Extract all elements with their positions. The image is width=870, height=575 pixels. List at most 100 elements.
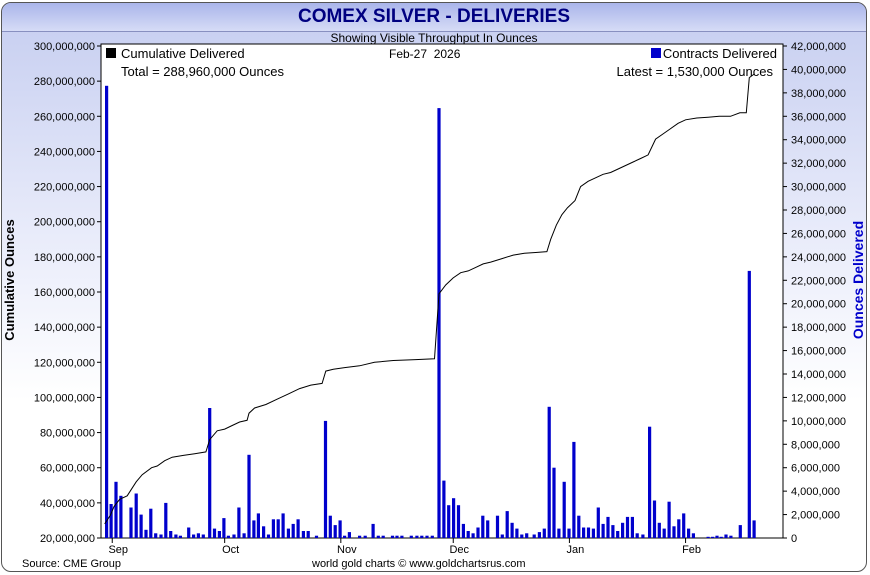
delivery-bar [347, 532, 351, 538]
delivery-bar [752, 520, 756, 538]
delivery-bar [129, 507, 133, 538]
left-tick-label: 240,000,000 [34, 146, 95, 158]
right-tick-label: 36,000,000 [791, 111, 846, 123]
delivery-bar [616, 531, 620, 538]
chart-date: Feb-27 2026 [389, 47, 461, 61]
delivery-bar [667, 501, 671, 538]
left-tick-label: 100,000,000 [34, 392, 95, 404]
delivery-bar [547, 406, 551, 538]
delivery-bar [242, 533, 246, 538]
y-axis-left-label: Cumulative Ounces [2, 219, 17, 340]
right-tick-label: 38,000,000 [791, 88, 846, 100]
left-axis: 20,000,000 40,000,000 60,000,000 80,000,000… [34, 41, 101, 545]
right-axis: 0 2,000,000 4,000,000 6,000,000 8,000,000 10,… [783, 41, 846, 545]
delivery-bar [582, 527, 586, 538]
delivery-bar [515, 528, 519, 538]
delivery-bar [505, 511, 509, 538]
delivery-bar [328, 515, 332, 538]
delivery-bar [486, 520, 490, 538]
left-tick-label: 20,000,000 [40, 533, 95, 545]
left-tick-label: 180,000,000 [34, 252, 95, 264]
delivery-bar [657, 522, 661, 538]
delivery-bar [381, 535, 385, 538]
delivery-bar [532, 534, 536, 538]
delivery-bars [105, 85, 756, 539]
right-tick-label: 18,000,000 [791, 322, 846, 334]
x-tick-label: Sep [108, 544, 128, 556]
delivery-bar [371, 523, 375, 538]
delivery-bar [738, 525, 742, 538]
chart-subtitle: Showing Visible Throughput In Ounces [330, 31, 538, 45]
delivery-bar [447, 505, 451, 538]
delivery-bar [187, 527, 191, 538]
delivery-bar [174, 534, 178, 538]
delivery-bar [452, 498, 456, 538]
left-tick-label: 80,000,000 [40, 428, 95, 440]
credit-note: world gold charts © www.goldchartsrus.co… [311, 558, 526, 570]
delivery-bar [119, 495, 123, 538]
delivery-bar [286, 528, 290, 538]
delivery-bar [495, 515, 500, 538]
delivery-bar [296, 519, 300, 538]
right-tick-label: 6,000,000 [791, 463, 840, 475]
delivery-bar [395, 535, 399, 538]
right-tick-label: 2,000,000 [791, 510, 840, 522]
delivery-bar [338, 520, 342, 538]
delivery-bar [687, 528, 691, 538]
delivery-bar [323, 420, 328, 538]
x-tick-label: Jan [567, 544, 585, 556]
delivery-bar [164, 502, 168, 538]
delivery-bar [333, 525, 337, 538]
left-tick-label: 40,000,000 [40, 498, 95, 510]
left-tick-label: 300,000,000 [34, 41, 95, 53]
delivery-bar [442, 480, 446, 538]
delivery-bar [625, 516, 630, 538]
legend-cumulative-label: Cumulative Delivered [121, 46, 245, 61]
delivery-bar [437, 108, 441, 538]
delivery-bar [306, 531, 310, 538]
delivery-bar [266, 534, 271, 538]
delivery-bar [196, 533, 200, 538]
legend-contracts-label: Contracts Delivered [663, 46, 777, 61]
left-tick-label: 120,000,000 [34, 357, 95, 369]
delivery-bar [226, 535, 230, 538]
delivery-bar [192, 534, 196, 538]
right-tick-label: 22,000,000 [791, 275, 846, 287]
legend-cumulative-total: Total = 288,960,000 Ounces [121, 64, 284, 79]
delivery-bar [109, 504, 113, 538]
delivery-bar [510, 522, 514, 538]
delivery-bar [208, 408, 212, 538]
source-note: Source: CME Group [22, 558, 121, 570]
right-tick-label: 40,000,000 [791, 64, 846, 76]
delivery-bar [662, 528, 666, 538]
delivery-bar [715, 535, 719, 538]
delivery-bar [557, 528, 561, 538]
delivery-bar [611, 525, 615, 538]
left-tick-label: 280,000,000 [34, 76, 95, 88]
delivery-bar [281, 513, 285, 538]
delivery-bar [400, 535, 404, 538]
delivery-bar [105, 85, 109, 539]
delivery-bar [301, 531, 305, 538]
delivery-bar [390, 535, 395, 538]
delivery-bar [562, 481, 566, 538]
x-tick-label: Oct [222, 544, 239, 556]
delivery-bar [691, 533, 695, 538]
right-tick-label: 10,000,000 [791, 416, 846, 428]
delivery-bar [247, 454, 251, 538]
right-tick-label: 32,000,000 [791, 158, 846, 170]
right-tick-label: 28,000,000 [791, 205, 846, 217]
delivery-bar [476, 527, 480, 538]
delivery-bar [144, 529, 148, 538]
right-tick-label: 34,000,000 [791, 135, 846, 147]
delivery-bar [729, 535, 733, 538]
right-tick-label: 14,000,000 [791, 369, 846, 381]
delivery-bar [525, 533, 529, 538]
delivery-bar [149, 508, 153, 538]
delivery-bar [641, 534, 645, 538]
delivery-bar [719, 536, 723, 538]
delivery-bar [212, 528, 217, 538]
delivery-bar [456, 505, 461, 538]
right-tick-label: 26,000,000 [791, 228, 846, 240]
delivery-bar [232, 534, 236, 538]
